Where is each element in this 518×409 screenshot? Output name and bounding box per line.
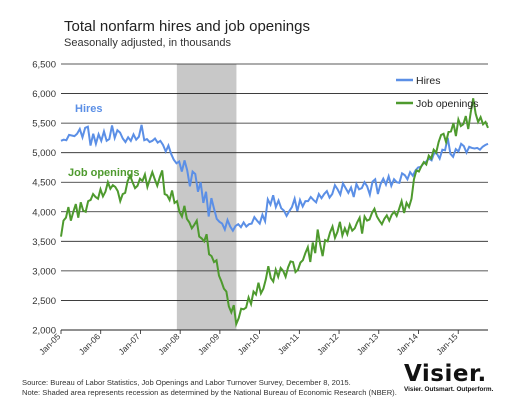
chart-title: Total nonfarm hires and job openings	[64, 18, 310, 35]
gridlines	[61, 63, 488, 331]
x-tick-label: Jan-06	[77, 331, 103, 357]
y-tick-label: 4,500	[32, 178, 56, 189]
annotation-job-openings: Job openings	[68, 167, 140, 179]
y-tick-label: 3,000	[32, 266, 56, 277]
x-tick-label: Jan-09	[196, 331, 222, 357]
legend-label: Job openings	[416, 98, 478, 110]
x-tick-label: Jan-11	[276, 331, 301, 356]
legend: Hires Job openings	[396, 75, 478, 110]
chart-subtitle: Seasonally adjusted, in thousands	[64, 37, 231, 49]
x-tick-label: Jan-10	[236, 331, 262, 357]
x-tick-label: Jan-08	[156, 331, 182, 357]
y-tick-label: 6,500	[32, 60, 56, 71]
logo-wordmark: Visier.	[404, 361, 487, 387]
y-tick-label: 2,000	[32, 326, 56, 337]
series-line-hires	[60, 124, 489, 233]
y-tick-label: 4,000	[32, 207, 56, 218]
recession-note: Note: Shaded area represents recession a…	[22, 388, 397, 397]
y-tick-label: 2,500	[32, 296, 56, 307]
x-axis: Jan-05 Jan-06 Jan-07 Jan-08 Jan-09 Jan-10 Jan-…	[37, 330, 460, 357]
series-annotations: Hires Job openings	[68, 103, 140, 179]
y-tick-label: 6,000	[32, 89, 56, 100]
x-tick-label: Jan-14	[394, 331, 420, 357]
legend-label: Hires	[416, 75, 441, 87]
source-note: Source: Bureau of Labor Statistics, Job …	[22, 378, 351, 387]
logo-tagline: Visier. Outsmart. Outperform.	[404, 386, 494, 393]
y-tick-label: 5,000	[32, 148, 56, 159]
visier-logo: Visier. Visier. Outsmart. Outperform.	[404, 362, 510, 393]
x-tick-label: Jan-07	[116, 331, 142, 357]
chart-footer: Source: Bureau of Labor Statistics, Job …	[22, 378, 397, 398]
annotation-hires: Hires	[75, 103, 103, 115]
y-tick-label: 3,500	[32, 237, 56, 248]
y-tick-label: 5,500	[32, 119, 56, 130]
x-tick-label: Jan-15	[434, 331, 460, 357]
x-tick-label: Jan-13	[355, 331, 381, 357]
y-axis: 2,000 2,500 3,000 3,500 4,000 4,500 5,000 5,500…	[32, 60, 56, 337]
series-line-job-openings	[60, 98, 489, 328]
x-tick-label: Jan-12	[315, 331, 341, 357]
